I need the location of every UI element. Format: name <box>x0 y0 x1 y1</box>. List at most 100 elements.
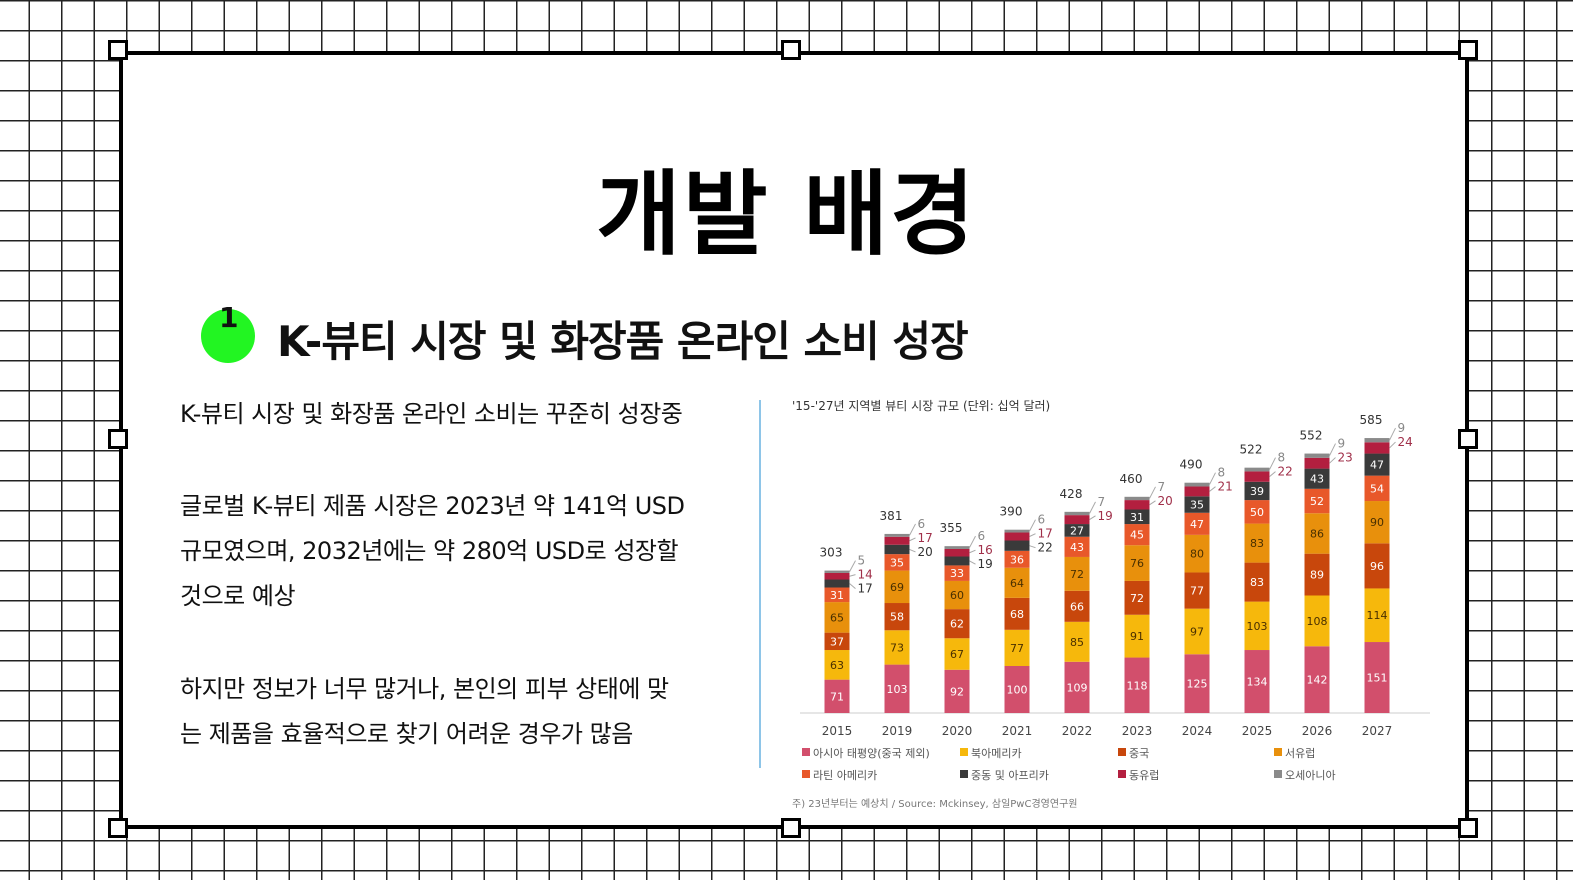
segment-label: 21 <box>1218 480 1233 494</box>
segment-label: 7 <box>1098 495 1106 509</box>
bar-segment <box>944 548 970 557</box>
bar-segment <box>1004 532 1030 541</box>
bar-segment <box>1064 524 1090 537</box>
leader-line <box>909 548 916 553</box>
segment-label: 90 <box>1370 516 1384 529</box>
bar-segment <box>1004 567 1030 598</box>
leader-line <box>1089 515 1096 521</box>
resize-handle-top-left[interactable] <box>108 40 128 60</box>
resize-handle-top[interactable] <box>781 40 801 60</box>
bar-segment <box>1184 482 1210 487</box>
leader-line <box>849 583 856 589</box>
bar-segment <box>1244 601 1270 651</box>
segment-label: 9 <box>1398 421 1406 435</box>
body-text-line: 것으로 예상 <box>180 582 296 610</box>
bar-segment <box>1304 488 1330 514</box>
segment-label: 23 <box>1338 451 1353 465</box>
bar-segment <box>1244 562 1270 602</box>
bar-segment <box>1304 646 1330 713</box>
bar-segment <box>1244 481 1270 501</box>
bar-segment <box>1124 614 1150 658</box>
bar-segment <box>1304 553 1330 596</box>
x-tick-label: 2025 <box>1242 724 1273 738</box>
bar-segment <box>1004 629 1030 666</box>
segment-label: 68 <box>1010 608 1024 621</box>
bar-segment <box>824 572 850 580</box>
resize-handle-top-right[interactable] <box>1458 40 1478 60</box>
segment-label: 36 <box>1010 553 1024 566</box>
number-badge: 1 <box>201 301 255 363</box>
segment-label: 85 <box>1070 636 1084 649</box>
bar-segment <box>824 570 850 573</box>
segment-label: 17 <box>858 582 873 596</box>
segment-label: 19 <box>1098 509 1113 523</box>
leader-line <box>1029 545 1036 549</box>
segment-label: 45 <box>1130 529 1144 542</box>
segment-label: 86 <box>1310 527 1324 540</box>
bar-segment <box>944 546 970 549</box>
x-tick-label: 2022 <box>1062 724 1093 738</box>
bar-segment <box>1304 595 1330 647</box>
resize-handle-bottom-right[interactable] <box>1458 818 1478 838</box>
leader-line <box>1089 501 1096 514</box>
segment-label: 134 <box>1247 676 1268 689</box>
bar-segment <box>1184 534 1210 573</box>
bar-segment <box>1364 501 1390 544</box>
segment-label: 125 <box>1187 678 1208 691</box>
bar-segment <box>1004 550 1030 568</box>
leader-line <box>969 535 976 548</box>
segment-label: 5 <box>858 554 866 568</box>
segment-label: 17 <box>1038 527 1053 541</box>
leader-line <box>909 523 916 536</box>
leader-line <box>969 549 976 554</box>
leader-line <box>1389 441 1396 449</box>
bar-segment <box>1064 621 1090 662</box>
legend-swatch <box>960 770 968 778</box>
x-tick-label: 2021 <box>1002 724 1033 738</box>
chart-note: 주) 23년부터는 예상치 / Source: Mckinsey, 삼일PwC경… <box>792 797 1077 810</box>
leader-line <box>1269 457 1276 470</box>
badge-number: 1 <box>219 301 239 334</box>
legend-label: 북아메리카 <box>971 747 1022 760</box>
leader-line <box>969 560 976 565</box>
total-label: 522 <box>1240 443 1263 457</box>
resize-handle-bottom-left[interactable] <box>108 818 128 838</box>
bar-segment <box>1244 650 1270 713</box>
bar-segment <box>1364 543 1390 589</box>
segment-label: 22 <box>1278 465 1293 479</box>
page-title: 개발 배경 <box>596 161 977 268</box>
segment-label: 66 <box>1070 600 1084 613</box>
bar-segment <box>944 609 970 639</box>
bar-segment <box>884 630 910 665</box>
leader-line <box>1029 533 1036 537</box>
segment-label: 19 <box>978 557 993 571</box>
bar-segment <box>1184 572 1210 609</box>
segment-label: 103 <box>1247 620 1268 633</box>
x-tick-label: 2019 <box>882 724 913 738</box>
bar-segment <box>1064 511 1090 516</box>
segment-label: 60 <box>950 589 964 602</box>
resize-handle-bottom[interactable] <box>781 818 801 838</box>
resize-handle-right[interactable] <box>1458 429 1478 449</box>
leader-line <box>1149 486 1156 499</box>
total-label: 390 <box>1000 505 1023 519</box>
segment-label: 96 <box>1370 560 1384 573</box>
total-label: 552 <box>1300 429 1323 443</box>
leader-line <box>1029 519 1036 532</box>
bar-segment <box>884 544 910 555</box>
segment-label: 91 <box>1130 630 1144 643</box>
bar-segment <box>1064 661 1090 713</box>
segment-label: 35 <box>890 556 904 569</box>
legend-label: 서유럽 <box>1285 746 1315 760</box>
segment-label: 7 <box>1158 480 1166 494</box>
segment-label: 72 <box>1070 568 1084 581</box>
segment-label: 8 <box>1278 451 1286 465</box>
segment-label: 109 <box>1067 681 1088 694</box>
segment-label: 54 <box>1370 482 1384 495</box>
leader-line <box>1209 486 1216 492</box>
bar-segment <box>884 536 910 545</box>
resize-handle-left[interactable] <box>108 429 128 449</box>
segment-label: 6 <box>1038 513 1046 527</box>
bar-segment <box>1364 642 1390 713</box>
total-label: 303 <box>820 546 843 560</box>
